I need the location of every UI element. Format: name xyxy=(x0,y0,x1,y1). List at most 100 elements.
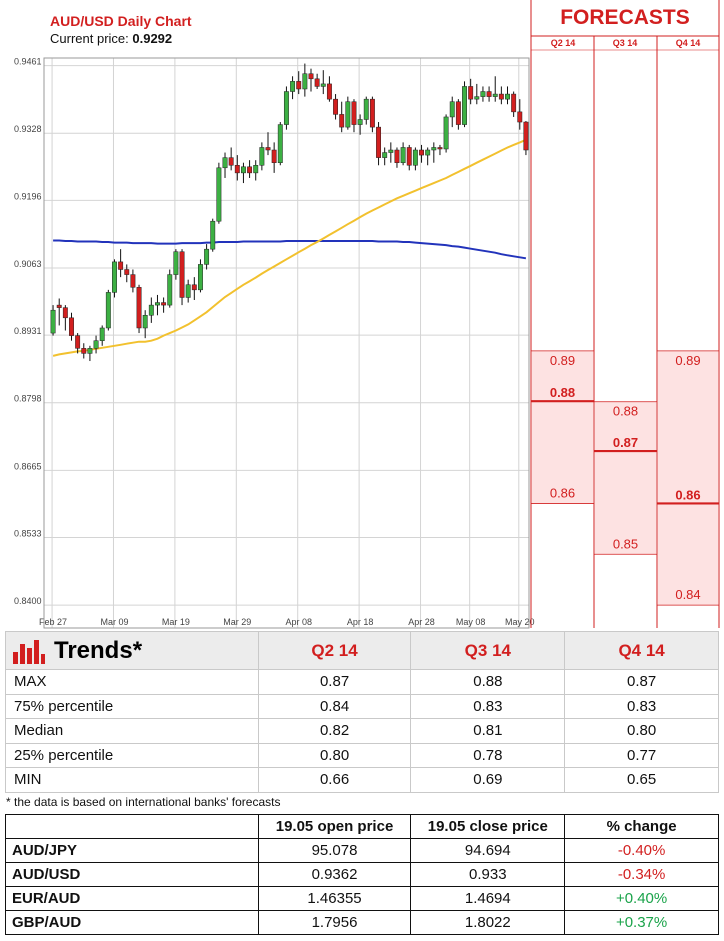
trends-cell: 0.80 xyxy=(257,742,412,768)
candle-body xyxy=(81,348,87,354)
candle-body xyxy=(320,83,326,87)
quote-open: 95.078 xyxy=(257,838,412,863)
trends-row-label: MIN xyxy=(5,767,259,793)
forecast-col-label-q2: Q2 14 xyxy=(550,38,576,48)
trends-row: Median 0.82 0.81 0.80 xyxy=(5,718,719,744)
candle-body xyxy=(468,86,474,100)
y-tick-label: 0.9328 xyxy=(14,124,42,134)
trends-row: MIN 0.66 0.69 0.65 xyxy=(5,767,719,793)
price-chart: 0.9461 0.9328 0.9196 0.9063 0.8931 0.8798 0.86… xyxy=(14,0,720,629)
x-tick-label: May 08 xyxy=(456,617,486,627)
forecast-high-label: 0.89 xyxy=(550,353,575,368)
quote-change: +0.37% xyxy=(564,910,719,935)
candle-body xyxy=(290,81,296,92)
candle-body xyxy=(105,292,111,329)
candle-body xyxy=(247,166,253,174)
quote-change: +0.40% xyxy=(564,886,719,911)
quote-close: 1.4694 xyxy=(410,886,566,911)
quote-pair: EUR/AUD xyxy=(5,886,259,911)
candle-body xyxy=(50,309,56,334)
trends-col-q3: Q3 14 xyxy=(410,631,566,670)
candle-body xyxy=(216,167,222,222)
candle-body xyxy=(99,327,105,341)
y-tick-label: 0.8665 xyxy=(14,461,42,471)
candle-body xyxy=(505,93,510,100)
quotes-row: EUR/AUD 1.46355 1.4694 +0.40% xyxy=(5,886,719,911)
trends-cell: 0.87 xyxy=(257,669,412,695)
candle-body xyxy=(161,302,167,306)
quotes-header-blank xyxy=(5,814,259,839)
candle-body xyxy=(455,101,461,125)
candle-body xyxy=(124,269,130,275)
bar-chart-icon xyxy=(13,640,45,665)
plot-frame xyxy=(43,57,530,629)
trends-cell: 0.87 xyxy=(564,669,719,695)
trends-cell: 0.66 xyxy=(257,767,412,793)
trends-title: Trends* xyxy=(54,636,143,664)
candle-body xyxy=(357,119,363,125)
trends-cell: 0.65 xyxy=(564,767,719,793)
trends-title-cell: Trends* xyxy=(5,631,259,670)
candle-body xyxy=(339,114,345,128)
candle-body xyxy=(480,91,486,97)
y-tick-label: 0.9461 xyxy=(14,57,42,67)
forecast-col-label-q3: Q3 14 xyxy=(612,38,638,48)
moving-average-long xyxy=(53,239,527,260)
trends-row-label: 25% percentile xyxy=(5,742,259,768)
quotes-row: AUD/USD 0.9362 0.933 -0.34% xyxy=(5,862,719,887)
trends-table: Trends* Q2 14 Q3 14 Q4 14 MAX 0.87 0.88 0.8… xyxy=(5,631,719,793)
y-tick-label: 0.8533 xyxy=(14,528,42,538)
candle-body xyxy=(204,248,210,265)
trends-cell: 0.78 xyxy=(410,742,566,768)
x-tick-label: Mar 19 xyxy=(162,617,190,627)
trends-cell: 0.69 xyxy=(410,767,566,793)
candle-body xyxy=(296,81,302,90)
candle-body xyxy=(142,315,148,329)
candle-body xyxy=(498,93,504,100)
candle-body xyxy=(419,149,424,156)
candle-body xyxy=(308,73,314,80)
candle-body xyxy=(271,149,277,163)
y-tick-label: 0.8400 xyxy=(14,596,42,606)
forecast-low-label: 0.85 xyxy=(613,536,638,551)
quote-pair: AUD/USD xyxy=(5,862,259,887)
candle-body xyxy=(314,78,320,87)
forecast-mid-label: 0.87 xyxy=(613,435,638,450)
candle-body xyxy=(222,157,228,169)
forecast-low-label: 0.86 xyxy=(550,485,575,500)
candle-body xyxy=(388,149,394,153)
candle-body xyxy=(425,149,431,156)
candle-body xyxy=(345,101,351,128)
candle-body xyxy=(363,98,369,120)
quote-close: 0.933 xyxy=(410,862,566,887)
quote-close: 94.694 xyxy=(410,838,566,863)
candle-body xyxy=(431,147,437,151)
quotes-header-change: % change xyxy=(564,814,719,839)
quote-open: 0.9362 xyxy=(257,862,412,887)
candle-body xyxy=(517,111,523,123)
forecast-mid-label: 0.88 xyxy=(550,385,575,400)
quotes-row: AUD/JPY 95.078 94.694 -0.40% xyxy=(5,838,719,863)
candle-body xyxy=(118,261,124,270)
x-tick-label: Apr 28 xyxy=(408,617,435,627)
trends-col-q2: Q2 14 xyxy=(257,631,412,670)
x-tick-label: Apr 18 xyxy=(347,617,374,627)
candle-body xyxy=(240,166,246,174)
forecast-high-label: 0.89 xyxy=(675,353,700,368)
candle-body xyxy=(265,147,271,151)
candle-body xyxy=(234,165,240,174)
candle-body xyxy=(394,149,400,163)
candle-body xyxy=(376,126,381,158)
candle-body xyxy=(283,91,289,125)
x-tick-label: Feb 27 xyxy=(39,617,67,627)
trends-row: 75% percentile 0.84 0.83 0.83 xyxy=(5,693,719,719)
quotes-table: 19.05 open price 19.05 close price % cha… xyxy=(5,814,719,935)
candle-body xyxy=(136,287,142,329)
candle-body xyxy=(93,340,99,349)
y-tick-label: 0.8931 xyxy=(14,326,42,336)
x-tick-label: Apr 08 xyxy=(285,617,312,627)
candle-body xyxy=(412,149,418,166)
candle-body xyxy=(112,261,117,293)
candle-body xyxy=(302,73,308,90)
trends-cell: 0.82 xyxy=(257,718,412,744)
